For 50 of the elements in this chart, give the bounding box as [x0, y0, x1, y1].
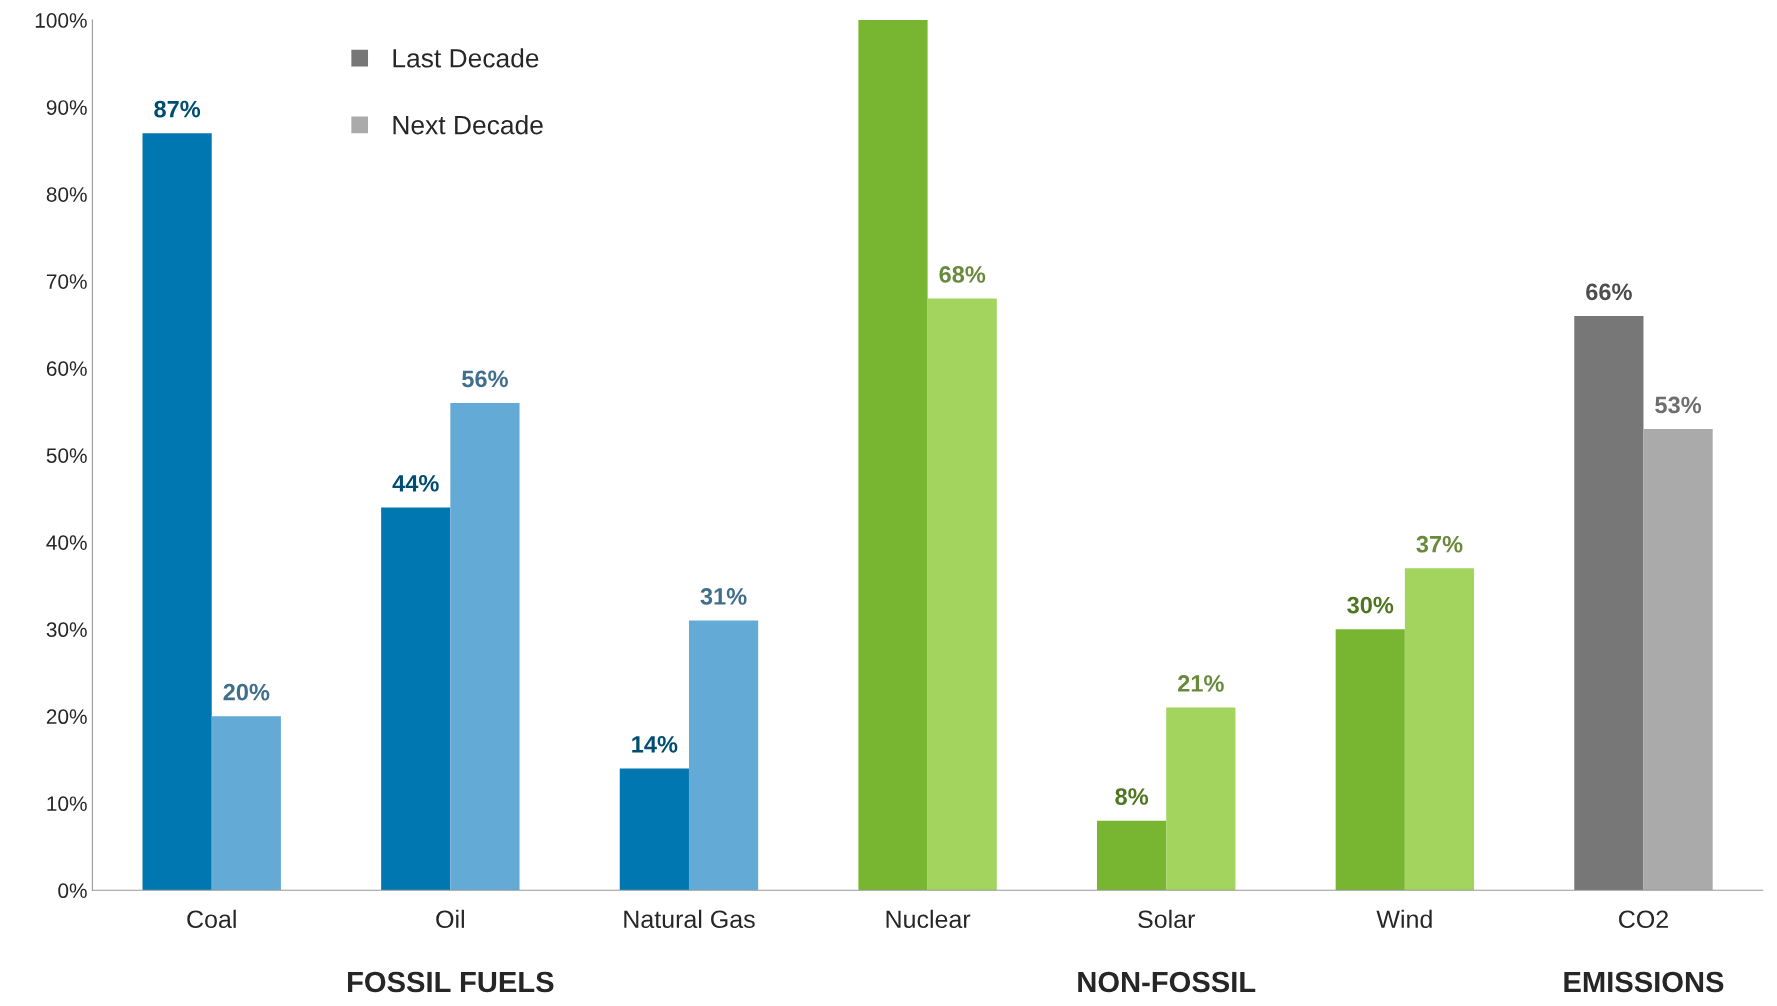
data-label: 87% [154, 100, 201, 118]
data-label: 53% [1655, 396, 1702, 414]
text: NON-FOSSIL [1078, 971, 1256, 993]
bar [927, 298, 997, 891]
y-tick-label: 10% [47, 796, 87, 812]
data-label: 14% [632, 736, 678, 753]
bar [1574, 315, 1644, 891]
y-tick-label: 50% [46, 448, 87, 463]
text: FOSSIL FUELS [348, 971, 554, 993]
bar [1335, 629, 1405, 891]
y-tick-label: 40% [46, 535, 87, 550]
y-tick-label: 80% [46, 187, 87, 202]
x-tick-label: Solar [1138, 909, 1195, 929]
data-label: 20% [223, 683, 270, 701]
bar [1404, 568, 1475, 891]
data-label: 37% [1416, 535, 1463, 553]
y-tick-label: 100% [35, 13, 87, 28]
y-tick-label: 90% [46, 100, 87, 115]
data-label: 31% [700, 588, 747, 605]
bar [142, 133, 212, 891]
x-tick-label: Nuclear [886, 909, 971, 929]
bar [858, 20, 928, 891]
data-label: 21% [1178, 675, 1224, 692]
bar [619, 768, 689, 891]
data-label: 30% [1347, 596, 1394, 614]
text: EMISSIONS [1564, 971, 1724, 993]
bar [1166, 707, 1236, 891]
data-label: 44% [392, 474, 439, 492]
y-tick-label: 60% [46, 361, 87, 376]
data-label: 8% [1115, 788, 1149, 805]
data-label: 56% [462, 370, 508, 388]
bar [688, 620, 759, 891]
x-tick-label: Wind [1376, 909, 1432, 929]
legend-label: Next Decade [393, 115, 543, 135]
bar [381, 507, 451, 891]
bar [211, 716, 281, 891]
x-tick-label: Coal [187, 909, 236, 929]
y-tick-label: 70% [46, 274, 87, 289]
bar [1643, 429, 1713, 891]
y-tick-label: 20% [46, 709, 87, 725]
bar [450, 403, 520, 891]
data-label: 66% [1586, 283, 1632, 301]
x-tick-label: Oil [436, 909, 464, 929]
data-label: 68% [939, 266, 986, 283]
legend-label: Last Decade [393, 48, 539, 68]
bar [1097, 820, 1167, 891]
y-tick-label: 30% [46, 622, 87, 638]
x-tick-label: CO2 [1619, 910, 1668, 929]
x-tick-label: Natural Gas [624, 909, 755, 929]
y-tick-label: 0% [58, 883, 87, 899]
